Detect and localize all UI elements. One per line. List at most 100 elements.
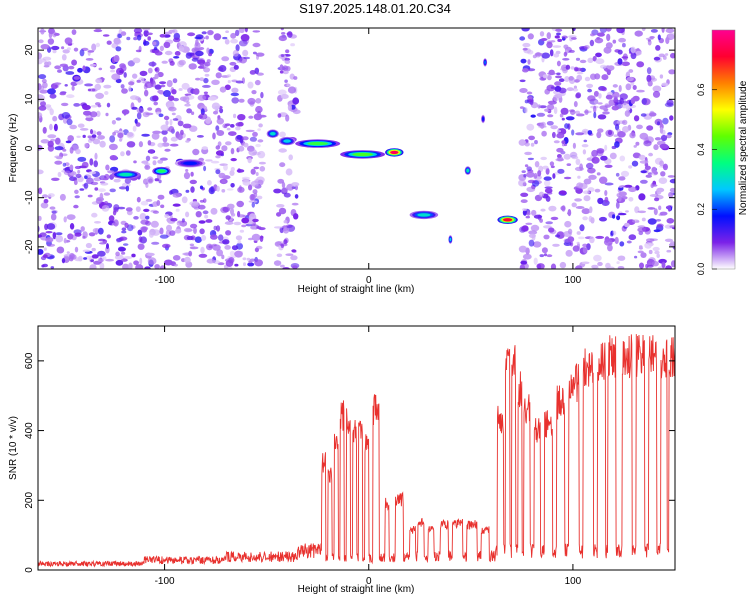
noise-blob xyxy=(230,38,239,44)
noise-blob xyxy=(589,39,595,47)
noise-blob xyxy=(102,34,110,37)
noise-blob xyxy=(61,54,67,61)
noise-blob xyxy=(559,67,567,71)
noise-blob xyxy=(204,61,211,67)
noise-blob xyxy=(79,188,85,191)
noise-blob xyxy=(51,45,60,51)
spectral-feature-contour xyxy=(466,168,470,173)
noise-blob xyxy=(131,106,138,110)
noise-blob xyxy=(69,223,75,230)
noise-blob xyxy=(40,101,46,107)
noise-blob xyxy=(154,51,163,56)
noise-blob xyxy=(217,141,222,147)
noise-blob xyxy=(50,213,57,221)
noise-blob xyxy=(620,170,630,177)
noise-blob xyxy=(224,123,231,127)
noise-blob xyxy=(614,236,619,245)
noise-blob xyxy=(171,29,178,34)
noise-blob xyxy=(597,197,604,205)
noise-blob xyxy=(59,92,66,96)
noise-blob xyxy=(198,253,208,258)
noise-blob xyxy=(631,160,639,167)
noise-blob xyxy=(228,131,237,137)
spectral-feature xyxy=(481,114,486,124)
noise-blob xyxy=(47,134,57,139)
noise-blob xyxy=(641,97,647,105)
noise-blob xyxy=(245,129,255,133)
noise-blob xyxy=(281,187,288,193)
noise-blob xyxy=(178,88,183,91)
noise-blob xyxy=(120,258,128,262)
noise-blob xyxy=(121,230,127,234)
noise-blob xyxy=(647,262,652,265)
noise-blob xyxy=(230,158,237,162)
noise-blob xyxy=(597,114,607,120)
noise-blob xyxy=(641,217,646,222)
noise-blob xyxy=(256,72,264,76)
spectrogram-x-label: Height of straight line (km) xyxy=(298,284,415,295)
noise-blob xyxy=(46,223,56,230)
noise-blob xyxy=(569,151,578,158)
noise-blob xyxy=(291,202,299,206)
noise-blob xyxy=(225,215,231,220)
spectral-feature-contour xyxy=(482,117,484,121)
noise-blob xyxy=(52,115,58,122)
noise-blob xyxy=(189,125,198,132)
noise-blob xyxy=(260,91,264,99)
noise-blob xyxy=(609,152,617,160)
noise-blob xyxy=(50,266,55,269)
spectral-feature xyxy=(266,129,279,138)
noise-blob xyxy=(238,40,248,47)
noise-blob xyxy=(647,39,652,46)
noise-blob xyxy=(583,45,590,50)
noise-blob xyxy=(146,252,155,257)
noise-blob xyxy=(528,233,536,238)
colorbar-tick-label: 0.4 xyxy=(696,143,706,156)
noise-blob xyxy=(106,102,111,108)
noise-blob xyxy=(193,88,200,95)
noise-blob xyxy=(560,107,569,115)
noise-blob xyxy=(152,210,159,214)
noise-blob xyxy=(629,132,636,139)
noise-blob xyxy=(74,189,79,194)
noise-blob xyxy=(147,140,152,146)
noise-blob xyxy=(543,176,552,181)
noise-blob xyxy=(42,126,47,134)
noise-blob xyxy=(524,164,529,168)
noise-blob xyxy=(173,97,179,102)
noise-blob xyxy=(189,179,197,185)
noise-blob xyxy=(123,243,129,246)
noise-blob xyxy=(68,65,75,70)
spectral-feature-contour xyxy=(502,218,513,222)
noise-blob xyxy=(612,84,618,88)
noise-blob xyxy=(669,115,674,121)
noise-blob xyxy=(637,227,647,233)
noise-blob xyxy=(552,45,562,48)
noise-blob xyxy=(611,145,617,150)
noise-blob xyxy=(546,32,551,40)
noise-blob xyxy=(82,249,91,253)
noise-blob xyxy=(153,101,158,106)
noise-blob xyxy=(221,145,228,152)
noise-blob xyxy=(244,28,248,33)
noise-blob xyxy=(128,262,133,269)
noise-blob xyxy=(255,143,261,148)
noise-blob xyxy=(531,209,537,216)
noise-blob xyxy=(285,253,294,256)
noise-blob xyxy=(176,220,183,226)
noise-blob xyxy=(553,94,559,102)
noise-blob xyxy=(199,199,205,203)
noise-blob xyxy=(581,261,590,265)
noise-blob xyxy=(74,232,82,237)
noise-blob xyxy=(198,220,206,224)
noise-blob xyxy=(563,153,571,160)
noise-blob xyxy=(199,77,204,82)
noise-blob xyxy=(254,247,259,253)
noise-blob xyxy=(207,180,212,186)
noise-blob xyxy=(257,150,266,159)
noise-blob xyxy=(661,261,666,269)
noise-blob xyxy=(667,175,675,178)
colorbar-tick-label: 0.0 xyxy=(696,263,706,276)
noise-blob xyxy=(618,37,626,43)
noise-blob xyxy=(67,233,74,240)
